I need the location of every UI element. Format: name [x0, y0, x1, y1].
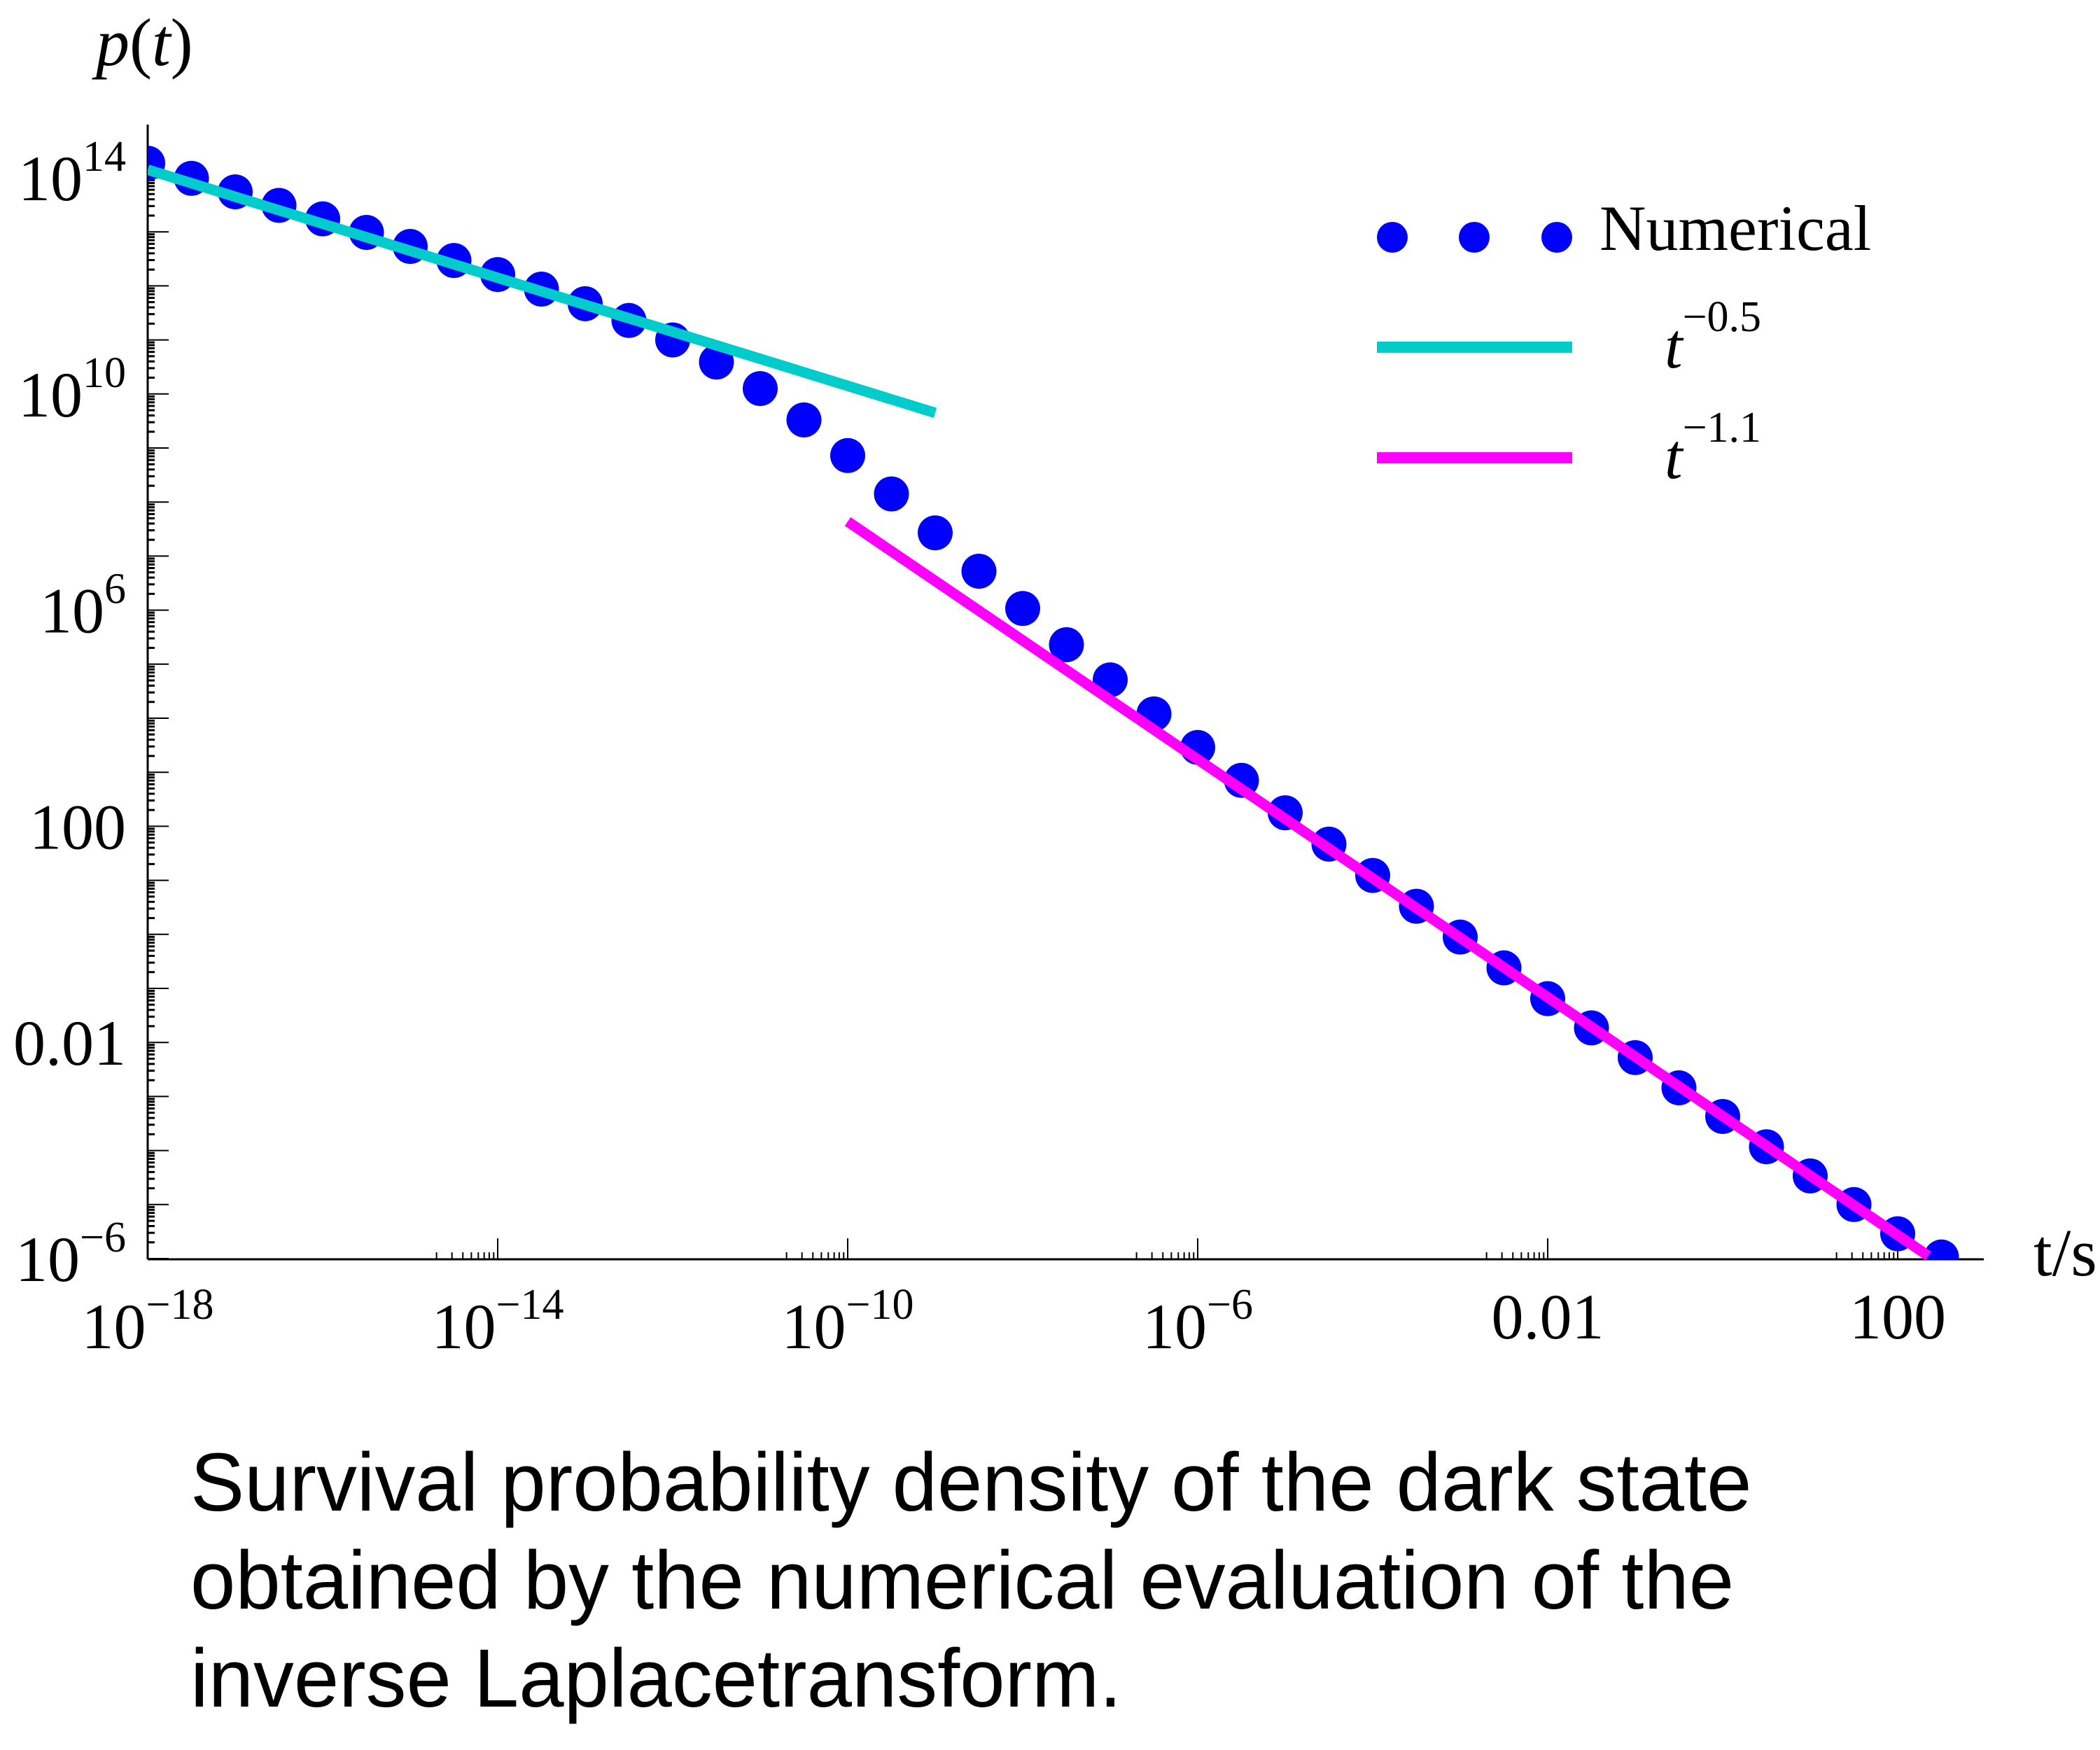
legend-label-exponent: −1.1 — [1683, 404, 1761, 451]
tick-label-base: 10 — [432, 1291, 496, 1362]
y-tick-label: 100 — [29, 791, 126, 862]
tick-label-base: 10 — [782, 1291, 846, 1362]
data-point — [1005, 591, 1040, 626]
tick-label-base: 10 — [18, 143, 83, 214]
tick-label-base: 10 — [18, 359, 83, 430]
y-axis-title-open: ( — [130, 5, 152, 80]
y-axis-title-p: p — [92, 5, 130, 80]
series-fit-lines — [148, 164, 1931, 1260]
x-tick-label: 10−14 — [432, 1281, 564, 1362]
tick-label-base: 10 — [40, 575, 104, 647]
y-ticks — [148, 150, 169, 1259]
tick-label-exponent: 14 — [83, 133, 126, 181]
legend-label-exponent: −0.5 — [1683, 293, 1761, 341]
x-tick-label: 100 — [1849, 1281, 1946, 1352]
y-axis-title-close: ) — [171, 5, 193, 80]
tick-label-exponent: −18 — [146, 1281, 214, 1329]
tick-label-base: 10 — [82, 1291, 146, 1362]
legend-item-t-1.1: t−1.1 — [1377, 404, 1761, 492]
data-point — [918, 515, 953, 551]
fit-line-magenta — [844, 517, 1931, 1260]
legend-label-numerical: Numerical — [1600, 192, 1871, 264]
y-tick-label: 1014 — [18, 133, 126, 214]
tick-label-base: 10 — [1142, 1291, 1207, 1362]
tick-label-base: 10 — [15, 1224, 80, 1295]
y-tick-label: 106 — [40, 566, 126, 647]
x-ticks — [147, 1238, 1898, 1259]
legend-label-base: t — [1665, 310, 1684, 382]
data-point — [830, 438, 865, 473]
legend-label-t-1.1: t−1.1 — [1665, 404, 1761, 492]
caption-line-3: inverse Laplacetransform. — [190, 1632, 1122, 1725]
x-tick-label: 10−18 — [82, 1281, 214, 1362]
y-axis-title-t: t — [152, 5, 172, 80]
caption-line-1: Survival probability density of the dark… — [190, 1436, 1752, 1529]
data-point — [961, 554, 997, 589]
y-tick-label: 10−6 — [15, 1214, 126, 1295]
legend-marker-dot-2 — [1459, 222, 1490, 253]
caption-line-2: obtained by the numerical evaluation of … — [190, 1534, 1735, 1627]
tick-label-exponent: 6 — [104, 566, 126, 613]
data-point — [1049, 627, 1084, 663]
x-axis-title: t/s — [2033, 1215, 2097, 1290]
y-tick-label: 1010 — [18, 349, 126, 430]
legend-item-numerical: Numerical — [1377, 192, 1871, 264]
tick-label-exponent: −6 — [1207, 1281, 1253, 1329]
figure-caption: Survival probability density of the dark… — [190, 1434, 1974, 1728]
legend-marker-dot-1 — [1377, 222, 1408, 253]
legend: Numerical t−0.5 t−1.1 — [1377, 192, 1871, 492]
tick-label-exponent: −10 — [846, 1281, 914, 1329]
legend-marker-dot-3 — [1541, 222, 1572, 253]
data-point — [743, 371, 778, 407]
y-axis-title: p(t) — [92, 5, 193, 80]
data-point — [786, 402, 822, 438]
data-point — [874, 476, 909, 512]
legend-label-t-0.5: t−0.5 — [1665, 293, 1761, 382]
tick-label-exponent: −6 — [80, 1214, 126, 1261]
data-point — [1924, 1239, 1959, 1260]
x-tick-label: 10−10 — [782, 1281, 914, 1362]
x-tick-label: 0.01 — [1492, 1281, 1604, 1352]
tick-label-exponent: −14 — [496, 1281, 564, 1329]
x-tick-labels: 10−18 10−14 10−10 10−6 0.01 100 — [82, 1281, 1946, 1362]
tick-label-exponent: 10 — [83, 349, 126, 397]
legend-label-base: t — [1665, 421, 1684, 492]
y-tick-label: 0.01 — [13, 1007, 126, 1079]
legend-item-t-0.5: t−0.5 — [1377, 293, 1761, 382]
x-tick-label: 10−6 — [1142, 1281, 1253, 1362]
fit-line-cyan — [148, 164, 937, 418]
